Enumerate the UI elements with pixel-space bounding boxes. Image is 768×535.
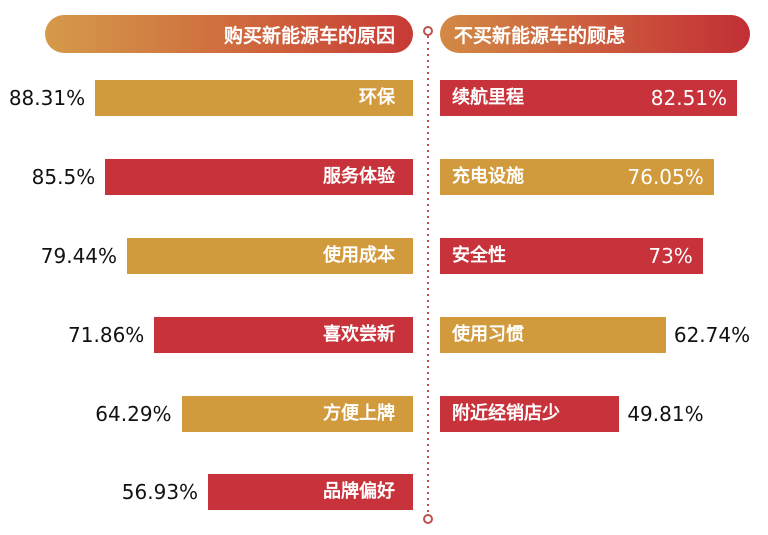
bar-label: 使用成本 <box>322 245 395 266</box>
bar-left-6: 品牌偏好 <box>208 474 413 510</box>
bar-right-3: 安全性 73% <box>440 238 703 274</box>
bar-right-1: 续航里程 82.51% <box>440 80 738 116</box>
value-label: 79.44% <box>40 244 118 268</box>
value-label: 62.74% <box>673 323 751 347</box>
value-label: 85.5% <box>31 165 96 189</box>
value-label: 56.93% <box>121 480 199 504</box>
right-chart-title: 不买新能源车的顾虑 <box>454 24 626 47</box>
bar-left-4: 喜欢尝新 <box>154 317 413 353</box>
bar-left-2: 服务体验 <box>105 159 413 195</box>
bar-right-2: 充电设施 76.05% <box>440 159 714 195</box>
value-label: 73% <box>648 244 693 268</box>
center-divider <box>423 26 433 524</box>
bar-label: 方便上牌 <box>322 403 395 424</box>
value-label: 88.31% <box>8 86 86 110</box>
bar-left-5: 方便上牌 <box>181 396 413 432</box>
value-label: 49.81% <box>627 402 704 426</box>
value-label: 64.29% <box>95 402 172 426</box>
bar-left-1: 环保 <box>95 80 413 116</box>
bar-label: 附近经销店少 <box>452 403 560 424</box>
bar-right-5: 附近经销店少 <box>440 396 620 432</box>
left-chart-title: 购买新能源车的原因 <box>223 24 395 47</box>
bar-label: 服务体验 <box>322 166 395 187</box>
bar-label: 安全性 <box>452 245 506 266</box>
value-label: 76.05% <box>627 165 704 189</box>
bar-label: 环保 <box>358 87 395 108</box>
value-label: 82.51% <box>650 86 728 110</box>
left-chart-header: 购买新能源车的原因 <box>45 15 413 53</box>
bar-left-3: 使用成本 <box>127 238 413 274</box>
right-chart-header: 不买新能源车的顾虑 <box>440 15 750 53</box>
bar-right-4: 使用习惯 <box>440 317 666 353</box>
value-label: 71.86% <box>68 323 145 347</box>
bar-label: 喜欢尝新 <box>322 324 395 345</box>
bar-label: 使用习惯 <box>452 324 524 345</box>
bar-label: 充电设施 <box>452 166 524 187</box>
bar-label: 品牌偏好 <box>322 481 395 502</box>
bar-label: 续航里程 <box>452 87 524 108</box>
